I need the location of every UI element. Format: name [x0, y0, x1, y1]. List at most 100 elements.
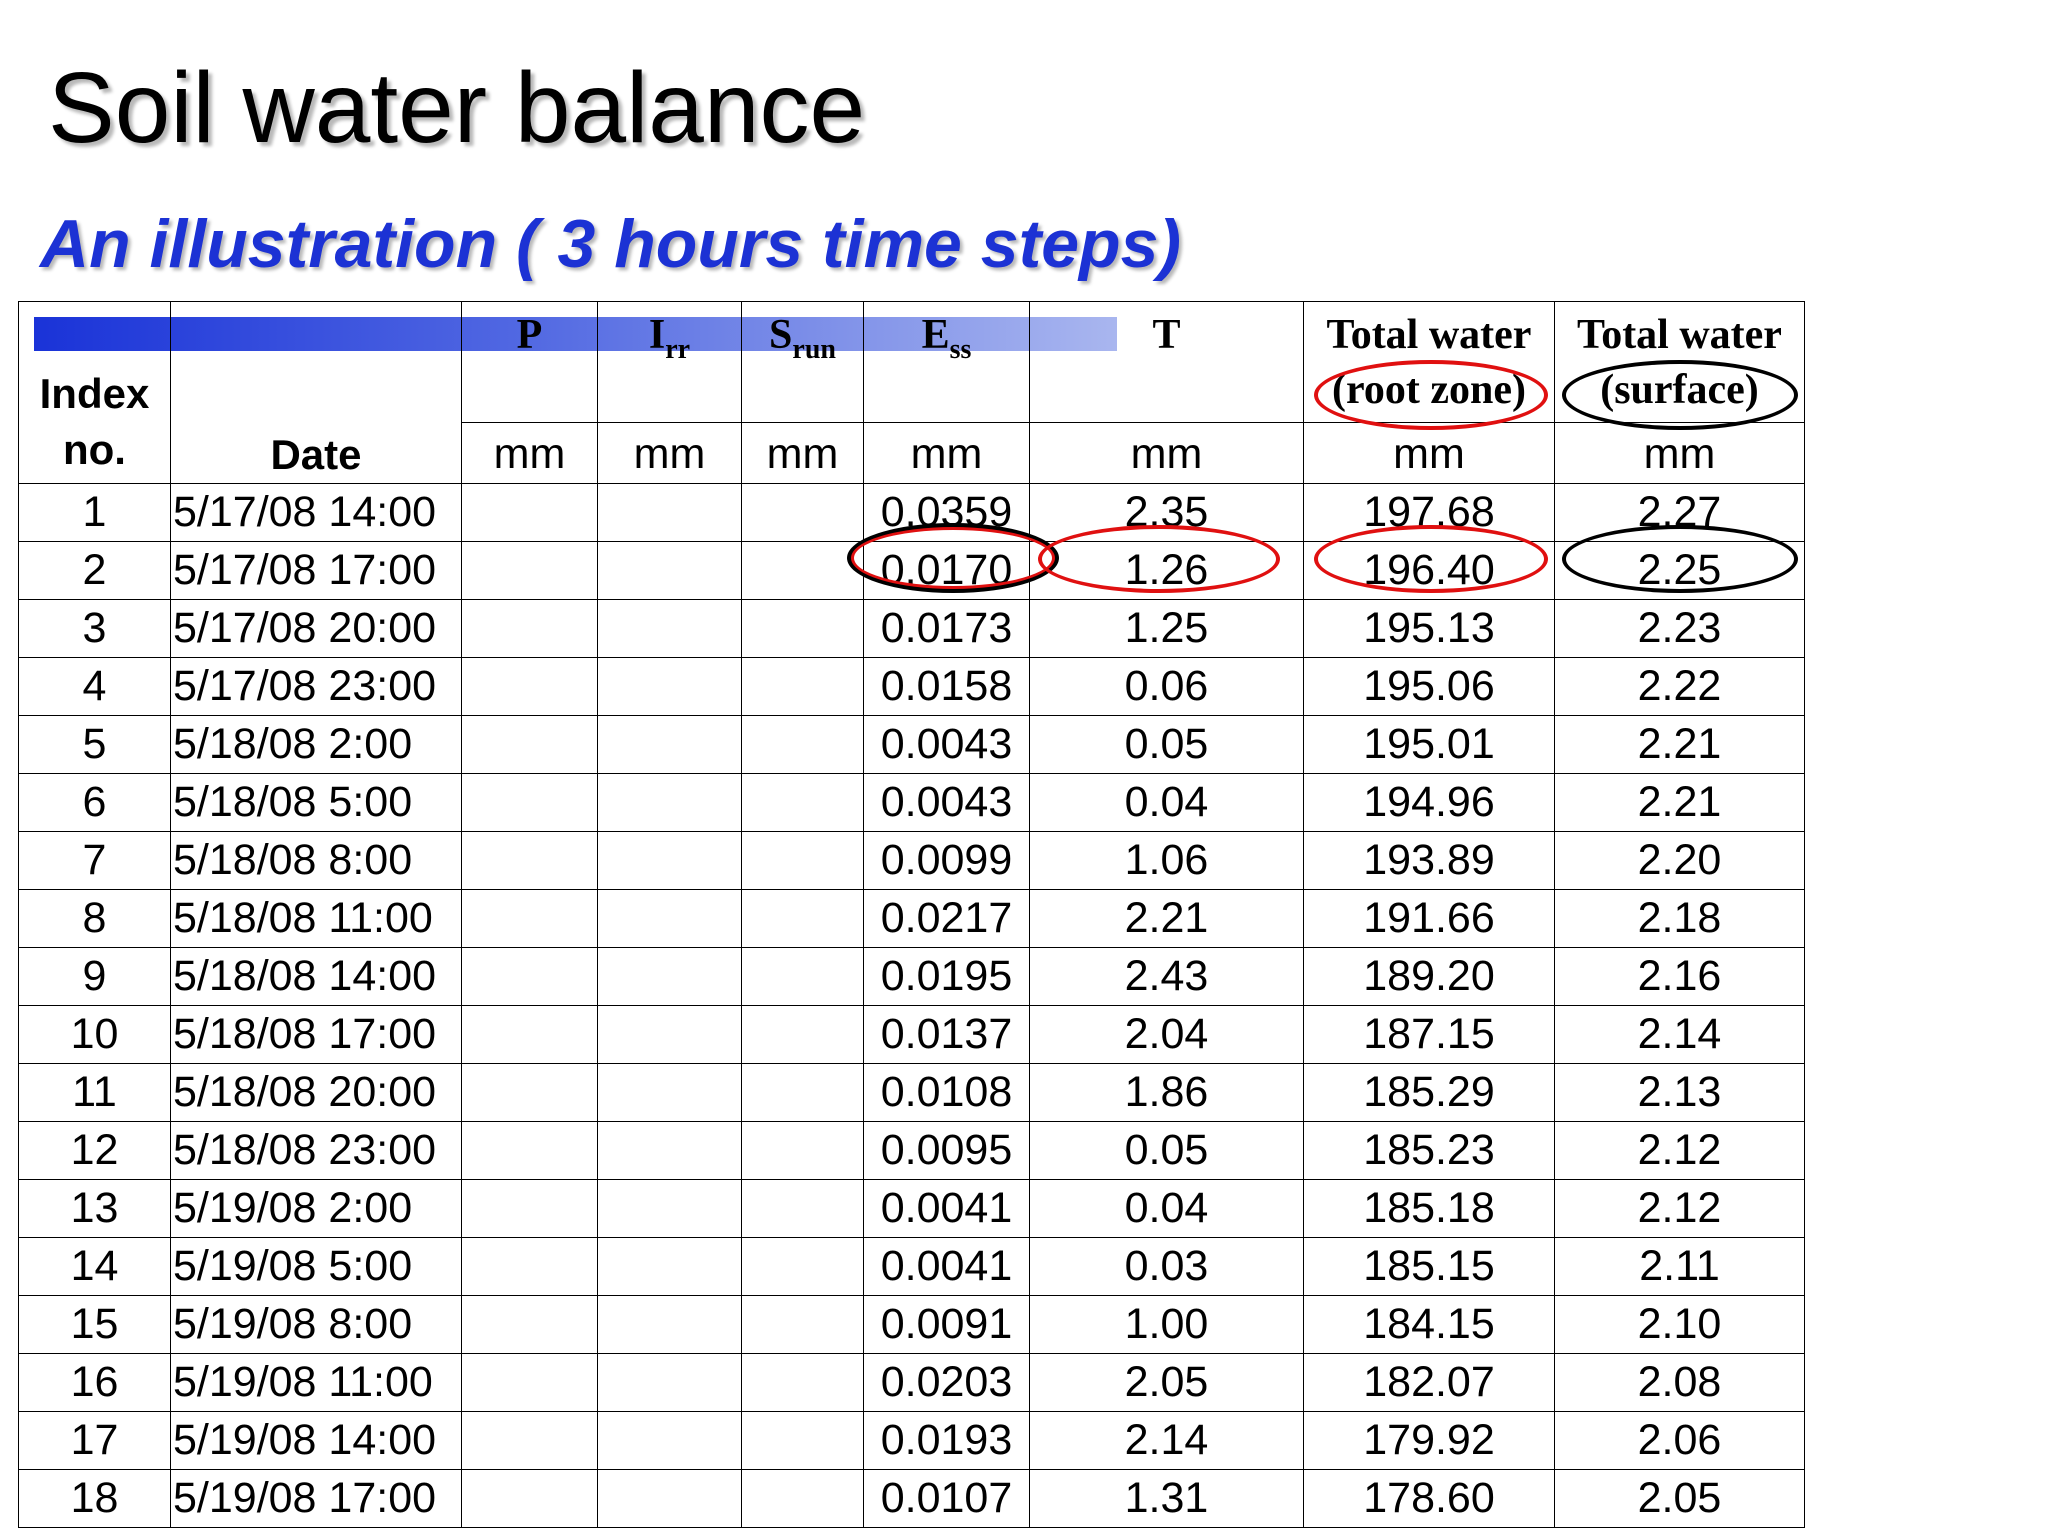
cell-index: 14	[19, 1238, 171, 1296]
cell-ess: 0.0108	[864, 1064, 1030, 1122]
cell-total-surface: 2.13	[1555, 1064, 1805, 1122]
cell-p	[462, 658, 598, 716]
cell-srun	[742, 1296, 864, 1354]
table-row: 13 5/19/08 2:00 0.0041 0.04 185.18 2.12	[19, 1180, 1805, 1238]
cell-total-surface: 2.12	[1555, 1122, 1805, 1180]
cell-total-root: 182.07	[1304, 1354, 1555, 1412]
header-srun-main: S	[769, 312, 792, 358]
cell-irr	[598, 890, 742, 948]
cell-ess: 0.0041	[864, 1180, 1030, 1238]
cell-srun	[742, 542, 864, 600]
cell-total-surface: 2.22	[1555, 658, 1805, 716]
table-row: 8 5/18/08 11:00 0.0217 2.21 191.66 2.18	[19, 890, 1805, 948]
cell-total-surface: 2.20	[1555, 832, 1805, 890]
slide-subtitle: An illustration ( 3 hours time steps)	[40, 210, 1181, 278]
cell-date: 5/19/08 2:00	[171, 1180, 462, 1238]
cell-index: 8	[19, 890, 171, 948]
cell-ess: 0.0043	[864, 716, 1030, 774]
cell-irr	[598, 1354, 742, 1412]
cell-total-root: 187.15	[1304, 1006, 1555, 1064]
cell-date: 5/19/08 5:00	[171, 1238, 462, 1296]
cell-index: 17	[19, 1412, 171, 1470]
cell-srun	[742, 1122, 864, 1180]
cell-total-surface: 2.21	[1555, 774, 1805, 832]
cell-irr	[598, 1412, 742, 1470]
table-row: 2 5/17/08 17:00 0.0170 1.26 196.40 2.25	[19, 542, 1805, 600]
cell-srun	[742, 1354, 864, 1412]
cell-ess: 0.0170	[864, 542, 1030, 600]
cell-date: 5/18/08 5:00	[171, 774, 462, 832]
cell-t: 0.04	[1030, 1180, 1304, 1238]
cell-irr	[598, 948, 742, 1006]
table-row: 12 5/18/08 23:00 0.0095 0.05 185.23 2.12	[19, 1122, 1805, 1180]
cell-srun	[742, 1006, 864, 1064]
table-row: 6 5/18/08 5:00 0.0043 0.04 194.96 2.21	[19, 774, 1805, 832]
cell-irr	[598, 774, 742, 832]
header-irr-main: I	[649, 312, 665, 358]
cell-t: 1.86	[1030, 1064, 1304, 1122]
header-index: Index no.	[19, 302, 171, 484]
cell-ess: 0.0359	[864, 484, 1030, 542]
cell-index: 4	[19, 658, 171, 716]
cell-p	[462, 832, 598, 890]
cell-t: 0.06	[1030, 658, 1304, 716]
table-body: 1 5/17/08 14:00 0.0359 2.35 197.68 2.27 2 5/17/…	[19, 484, 1805, 1528]
cell-index: 15	[19, 1296, 171, 1354]
cell-irr	[598, 832, 742, 890]
cell-ess: 0.0099	[864, 832, 1030, 890]
cell-total-root: 178.60	[1304, 1470, 1555, 1528]
cell-total-root: 193.89	[1304, 832, 1555, 890]
cell-p	[462, 1354, 598, 1412]
cell-irr	[598, 1238, 742, 1296]
table-row: 1 5/17/08 14:00 0.0359 2.35 197.68 2.27	[19, 484, 1805, 542]
cell-date: 5/17/08 17:00	[171, 542, 462, 600]
cell-total-surface: 2.12	[1555, 1180, 1805, 1238]
table-row: 4 5/17/08 23:00 0.0158 0.06 195.06 2.22	[19, 658, 1805, 716]
cell-ess: 0.0041	[864, 1238, 1030, 1296]
cell-index: 7	[19, 832, 171, 890]
cell-date: 5/19/08 14:00	[171, 1412, 462, 1470]
cell-total-surface: 2.23	[1555, 600, 1805, 658]
cell-srun	[742, 948, 864, 1006]
cell-srun	[742, 600, 864, 658]
cell-total-surface: 2.10	[1555, 1296, 1805, 1354]
header-srun-sub: run	[792, 334, 836, 365]
table-row: 11 5/18/08 20:00 0.0108 1.86 185.29 2.13	[19, 1064, 1805, 1122]
cell-irr	[598, 1470, 742, 1528]
cell-total-root: 185.15	[1304, 1238, 1555, 1296]
cell-date: 5/18/08 17:00	[171, 1006, 462, 1064]
cell-irr	[598, 1180, 742, 1238]
header-total-surface: Total water (surface)	[1555, 302, 1805, 423]
cell-irr	[598, 658, 742, 716]
cell-p	[462, 600, 598, 658]
cell-ess: 0.0107	[864, 1470, 1030, 1528]
cell-total-root: 185.23	[1304, 1122, 1555, 1180]
cell-ess: 0.0217	[864, 890, 1030, 948]
cell-total-surface: 2.05	[1555, 1470, 1805, 1528]
unit-irr: mm	[598, 423, 742, 484]
cell-date: 5/19/08 11:00	[171, 1354, 462, 1412]
cell-srun	[742, 1064, 864, 1122]
cell-irr	[598, 484, 742, 542]
unit-ess: mm	[864, 423, 1030, 484]
cell-total-root: 189.20	[1304, 948, 1555, 1006]
cell-t: 1.06	[1030, 832, 1304, 890]
cell-irr	[598, 1122, 742, 1180]
cell-t: 0.04	[1030, 774, 1304, 832]
cell-ess: 0.0043	[864, 774, 1030, 832]
cell-date: 5/17/08 23:00	[171, 658, 462, 716]
cell-t: 2.35	[1030, 484, 1304, 542]
cell-srun	[742, 1180, 864, 1238]
cell-ess: 0.0137	[864, 1006, 1030, 1064]
table-row: 17 5/19/08 14:00 0.0193 2.14 179.92 2.06	[19, 1412, 1805, 1470]
cell-t: 2.04	[1030, 1006, 1304, 1064]
unit-t: mm	[1030, 423, 1304, 484]
cell-p	[462, 716, 598, 774]
water-balance-table: Index no. Date P Irr Srun Ess T Total wa…	[18, 301, 1805, 1528]
cell-p	[462, 774, 598, 832]
cell-index: 3	[19, 600, 171, 658]
table-row: 10 5/18/08 17:00 0.0137 2.04 187.15 2.14	[19, 1006, 1805, 1064]
header-p-main: P	[517, 312, 543, 358]
cell-p	[462, 1122, 598, 1180]
cell-total-root: 185.18	[1304, 1180, 1555, 1238]
